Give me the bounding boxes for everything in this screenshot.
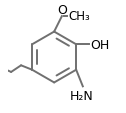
Text: OH: OH: [91, 38, 110, 51]
Text: O: O: [57, 4, 67, 16]
Text: H₂N: H₂N: [69, 89, 93, 102]
Text: CH₃: CH₃: [68, 10, 90, 23]
